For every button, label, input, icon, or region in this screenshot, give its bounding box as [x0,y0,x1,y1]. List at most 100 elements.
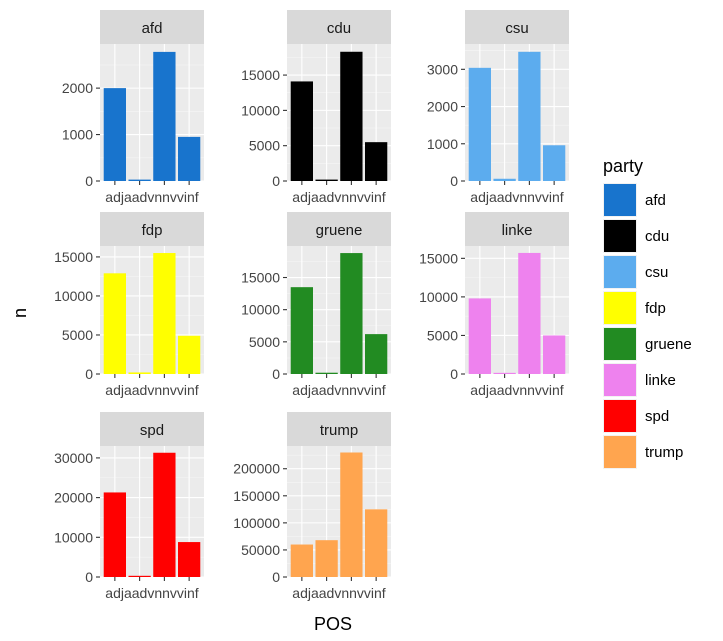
bar-afd-nn [153,51,176,182]
bar-fdp-adv [128,372,151,374]
y-tick-label: 1000 [427,136,458,152]
facet-cdu: cdu 0 5000 10000 15000 adjaadvnnvvinf [241,10,391,205]
y-tick-label: 0 [85,569,93,585]
y-tick-label: 5000 [249,334,280,350]
legend-label: linke [645,372,676,389]
legend-swatch [604,256,636,288]
y-tick-label: 0 [450,173,458,189]
y-tick-label: 10000 [241,302,280,318]
bar-trump-vvinf [365,509,388,577]
facet-strip-label: cdu [327,20,351,37]
y-tick-label: 3000 [427,61,458,77]
facet-gruene: gruene 0 5000 10000 15000 adjaadvnnvvinf [241,212,391,398]
facet-strip-label: spd [140,422,164,439]
bar-linke-vvinf [543,335,566,374]
facet-linke: linke 0 5000 10000 15000 adjaadvnnvvinf [419,212,569,398]
legend-item-trump: trump [603,435,683,469]
y-tick-label: 150000 [233,488,280,504]
bar-trump-adv [315,540,338,577]
legend-label: afd [645,192,666,209]
legend-swatch [604,364,636,396]
bar-csu-adja [468,67,491,181]
y-tick-label: 100000 [233,515,280,531]
bar-gruene-adja [290,287,313,374]
y-tick-label: 50000 [241,542,280,558]
bar-linke-adv [493,372,516,374]
x-tick-labels: adjaadvnnvvinf [292,382,386,398]
legend-swatch [604,184,636,216]
bar-spd-adja [103,492,126,577]
bar-linke-nn [518,252,541,374]
facet-afd: afd 0 1000 2000 adjaadvnnvvinf [62,10,204,205]
facet-strip-label: csu [505,20,528,37]
bar-spd-nn [153,452,176,577]
bar-gruene-nn [340,253,363,374]
legend-label: spd [645,408,669,425]
facet-panels: afd010002000adjaadvnnvvinfcdu05000100001… [54,10,569,601]
facet-strip-label: linke [502,222,533,239]
y-tick-label: 200000 [233,461,280,477]
y-tick-label: 1000 [62,127,93,143]
legend-label: fdp [645,300,666,317]
y-tick-label: 0 [85,173,93,189]
y-axis-title: n [10,308,30,318]
facet-strip [100,412,204,446]
facet-strip [465,10,569,44]
legend-item-fdp: fdp [603,291,666,325]
bar-gruene-adv [315,372,338,374]
x-tick-labels: adjaadvnnvvinf [105,189,199,205]
facet-strip-label: fdp [142,222,163,239]
x-tick-labels: adjaadvnnvvinf [105,382,199,398]
bar-cdu-adv [315,179,338,181]
legend-label: trump [645,444,683,461]
legend-item-gruene: gruene [603,327,692,361]
bar-fdp-adja [103,273,126,374]
legend: party afd cdu csu fdp gruene linke spd trump [603,156,692,469]
facet-strip [287,10,391,44]
bar-afd-vvinf [178,136,201,181]
x-tick-labels: adjaadvnnvvinf [292,189,386,205]
x-axis-title: POS [314,614,352,634]
bar-gruene-vvinf [365,334,388,374]
legend-item-afd: afd [603,183,666,217]
bar-csu-adv [493,178,516,181]
y-tick-label: 5000 [427,327,458,343]
x-tick-labels: adjaadvnnvvinf [470,382,564,398]
bar-trump-adja [290,544,313,577]
y-tick-label: 15000 [241,270,280,286]
y-tick-label: 2000 [427,99,458,115]
y-tick-label: 0 [450,366,458,382]
legend-swatch [604,220,636,252]
bar-fdp-nn [153,253,176,374]
legend-label: gruene [645,336,692,353]
facet-strip [287,412,391,446]
facet-csu: csu 0 1000 2000 3000 adjaadvnnvvinf [427,10,569,205]
bar-afd-adja [103,88,126,181]
legend-swatch [604,400,636,432]
facet-strip [465,212,569,246]
legend-swatch [604,292,636,324]
bar-spd-adv [128,575,151,577]
y-tick-label: 0 [272,366,280,382]
legend-swatch [604,328,636,360]
facet-trump: trump 0 50000 100000 150000 200000 adjaadvnnvv… [233,412,391,601]
y-tick-label: 2000 [62,80,93,96]
bar-fdp-vvinf [178,335,201,374]
bar-csu-nn [518,51,541,182]
legend-label: csu [645,264,668,281]
facet-strip [100,212,204,246]
bar-linke-adja [468,298,491,374]
legend-item-spd: spd [603,399,669,433]
y-tick-label: 30000 [54,450,93,466]
facet-strip [287,212,391,246]
x-tick-labels: adjaadvnnvvinf [292,585,386,601]
facet-fdp: fdp 0 5000 10000 15000 adjaadvnnvvinf [54,212,204,398]
y-tick-label: 0 [272,173,280,189]
legend-item-csu: csu [603,255,668,289]
y-tick-label: 5000 [62,327,93,343]
legend-title: party [603,156,643,176]
bar-trump-nn [340,452,363,577]
y-tick-label: 15000 [419,250,458,266]
y-tick-label: 10000 [241,102,280,118]
